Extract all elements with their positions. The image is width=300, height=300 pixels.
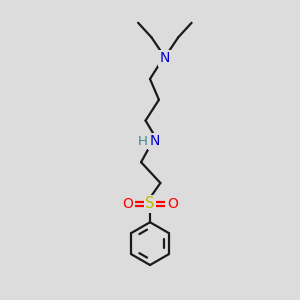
Text: O: O	[167, 197, 178, 211]
Text: N: N	[160, 51, 170, 65]
Text: N: N	[149, 134, 160, 148]
Text: H: H	[138, 135, 148, 148]
Text: O: O	[122, 197, 133, 211]
Text: S: S	[145, 196, 155, 211]
